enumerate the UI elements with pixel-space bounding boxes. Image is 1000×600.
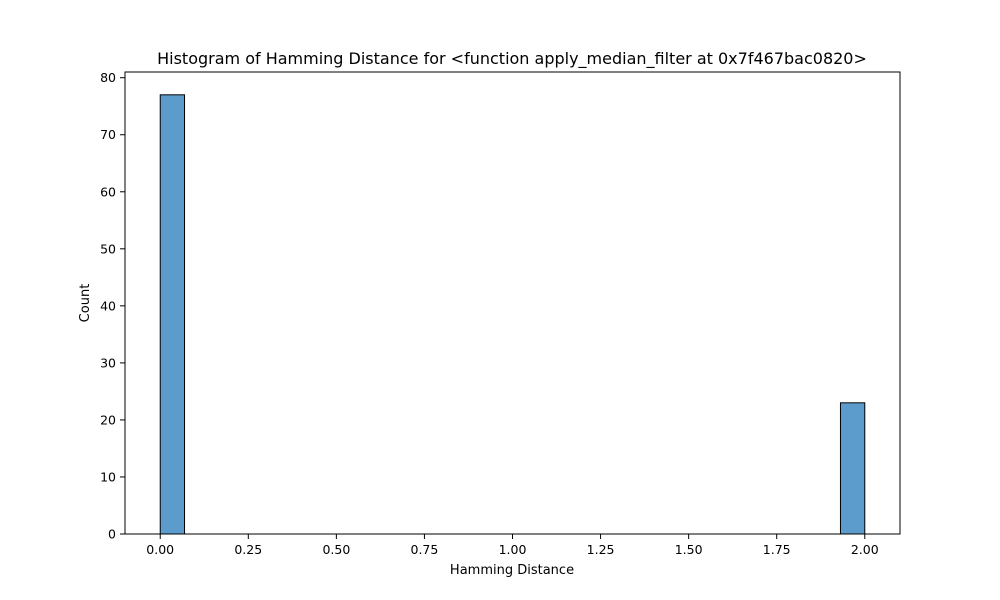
x-tick-label: 2.00 bbox=[851, 542, 879, 557]
y-tick-label: 30 bbox=[100, 355, 116, 370]
y-tick-label: 0 bbox=[108, 527, 116, 542]
y-tick-label: 40 bbox=[100, 298, 116, 313]
x-tick-label: 0.00 bbox=[146, 542, 174, 557]
x-axis: 0.00 0.25 0.50 0.75 1.00 1.25 1.50 1.75 2.00 bbox=[146, 534, 879, 557]
plot-frame bbox=[124, 71, 901, 535]
y-tick-label: 60 bbox=[100, 184, 116, 199]
y-axis: 0 10 20 30 40 50 60 70 80 bbox=[100, 70, 125, 542]
y-axis-label: Count bbox=[78, 284, 93, 323]
bars-layer bbox=[159, 94, 866, 535]
x-tick-label: 0.50 bbox=[322, 542, 350, 557]
x-tick-label: 0.75 bbox=[411, 542, 439, 557]
y-tick-label: 10 bbox=[100, 469, 116, 484]
chart-title: Histogram of Hamming Distance for <funct… bbox=[157, 49, 867, 69]
x-tick-label: 1.00 bbox=[499, 542, 527, 557]
y-tick-label: 50 bbox=[100, 241, 116, 256]
histogram-bar-1 bbox=[839, 402, 866, 535]
x-tick-label: 1.50 bbox=[675, 542, 703, 557]
x-tick-label: 1.75 bbox=[763, 542, 791, 557]
x-tick-label: 1.25 bbox=[587, 542, 615, 557]
y-tick-label: 80 bbox=[100, 70, 116, 85]
y-tick-label: 20 bbox=[100, 412, 116, 427]
x-tick-label: 0.25 bbox=[234, 542, 262, 557]
y-tick-label: 70 bbox=[100, 127, 116, 142]
x-axis-label: Hamming Distance bbox=[450, 563, 574, 578]
histogram-bar-0 bbox=[159, 94, 186, 535]
